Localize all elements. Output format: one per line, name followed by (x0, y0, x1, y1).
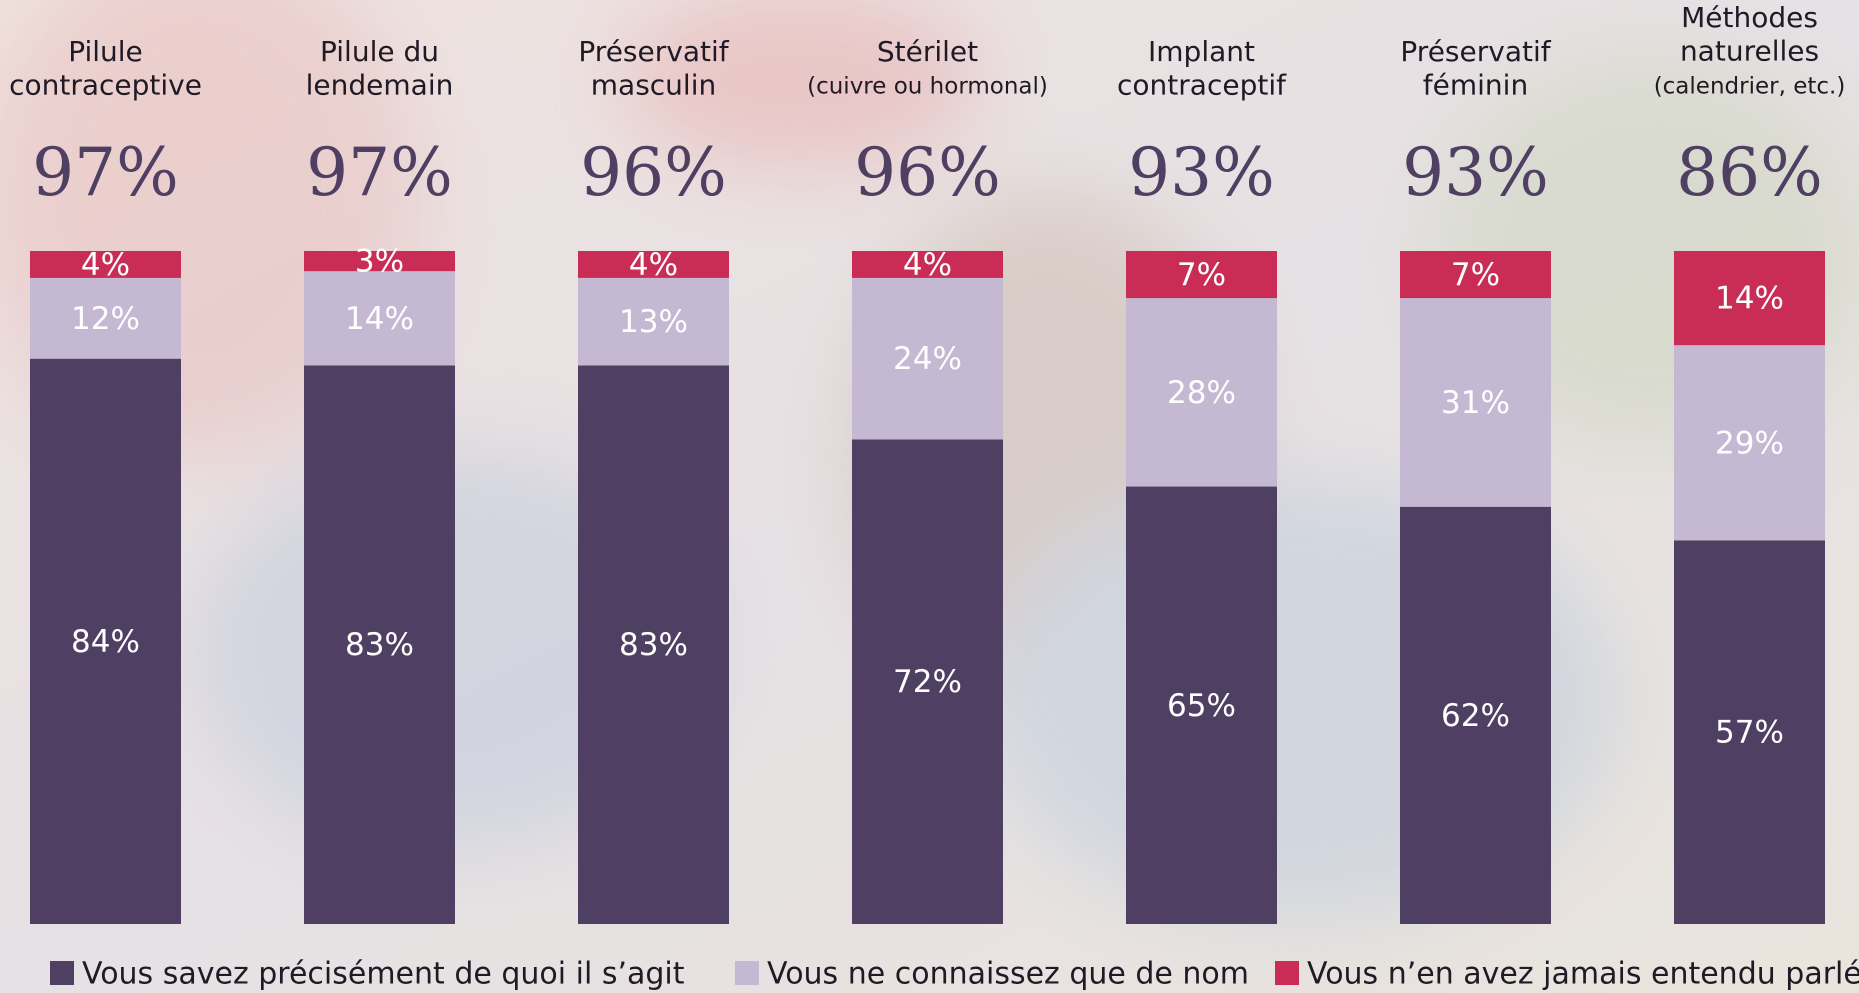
legend-label: Vous ne connaissez que de nom (767, 957, 1249, 992)
data-label: 28% (1167, 375, 1236, 411)
bar-segment (30, 251, 181, 278)
total-label: 97% (32, 134, 179, 211)
data-label: 29% (1715, 425, 1784, 461)
data-label: 62% (1441, 698, 1510, 734)
data-label: 13% (619, 304, 688, 340)
bar-segment (1674, 345, 1825, 541)
data-label: 3% (355, 244, 404, 280)
legend-label: Vous savez précisément de quoi il s’agit (82, 957, 685, 992)
data-label: 65% (1167, 688, 1236, 724)
total-label: 96% (854, 134, 1001, 211)
total-label: 93% (1128, 134, 1275, 211)
bar-segment (578, 251, 729, 278)
data-label: 57% (1715, 715, 1784, 751)
bar-segment (1400, 506, 1551, 924)
data-label: 7% (1451, 257, 1500, 293)
bar-segment (30, 277, 181, 359)
data-label: 31% (1441, 385, 1510, 421)
data-label: 84% (71, 624, 140, 660)
bar-segment (304, 365, 455, 924)
bar-segment (578, 365, 729, 924)
data-label: 24% (893, 341, 962, 377)
bar-segment (1126, 298, 1277, 487)
legend-label: Vous n’en avez jamais entendu parlé (1307, 957, 1859, 992)
category-note: (cuivre ou hormonal) (807, 74, 1048, 100)
bar-segment (852, 251, 1003, 278)
bar-segment (852, 439, 1003, 924)
bar-segment (1126, 486, 1277, 924)
category-label: Préservatif féminin (1400, 35, 1551, 102)
bar-segment (30, 358, 181, 924)
total-label: 93% (1402, 134, 1549, 211)
category-label: Méthodes naturelles (1680, 1, 1819, 68)
data-label: 83% (619, 627, 688, 663)
data-label: 4% (81, 247, 130, 283)
category-label: Stérilet (877, 35, 978, 68)
legend-swatch (735, 961, 759, 985)
bar-segment (1400, 298, 1551, 507)
bar-segment (304, 271, 455, 366)
category-label: Pilule du lendemain (306, 35, 454, 102)
bar-segment (304, 251, 455, 272)
bar-segment (852, 277, 1003, 440)
data-label: 72% (893, 664, 962, 700)
bar-segment (1126, 251, 1277, 299)
data-label: 12% (71, 301, 140, 337)
data-label: 14% (1715, 281, 1784, 317)
bar-segment (1400, 251, 1551, 299)
legend-swatch (1275, 961, 1299, 985)
data-label: 4% (629, 247, 678, 283)
bar-segment (1674, 251, 1825, 346)
data-label: 7% (1177, 257, 1226, 293)
total-label: 86% (1676, 134, 1823, 211)
data-label: 4% (903, 247, 952, 283)
bar-segment (578, 277, 729, 366)
bar-segment (1674, 540, 1825, 924)
legend-swatch (50, 961, 74, 985)
category-label: Préservatif masculin (578, 35, 729, 102)
category-label: Implant contraceptif (1117, 35, 1287, 102)
total-label: 96% (580, 134, 727, 211)
data-label: 14% (345, 301, 414, 337)
total-label: 97% (306, 134, 453, 211)
category-note: (calendrier, etc.) (1654, 74, 1846, 100)
category-label: Pilule contraceptive (9, 35, 202, 102)
data-label: 83% (345, 627, 414, 663)
